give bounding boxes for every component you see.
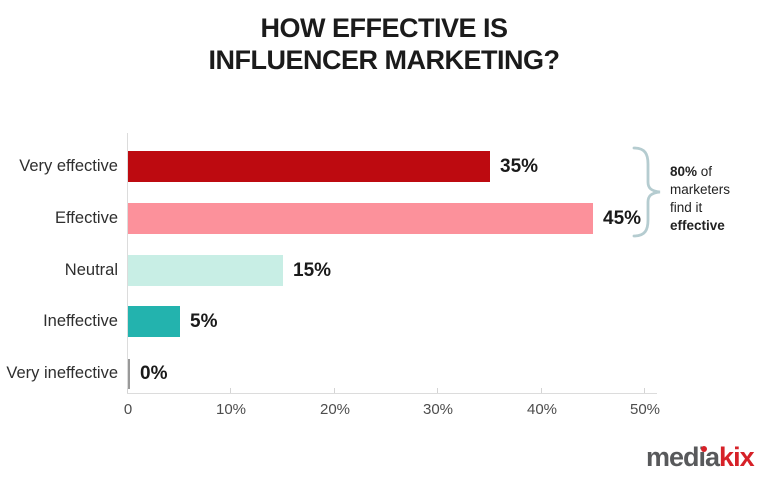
- bar-neutral: [128, 255, 283, 286]
- chart-row: Very effective 35%: [0, 151, 768, 182]
- value-label: 15%: [293, 259, 332, 281]
- x-tick-mark: [644, 388, 645, 393]
- annotation-line: 80% of: [670, 164, 713, 179]
- chart-row: Very ineffective 0%: [0, 358, 768, 389]
- x-tick-mark: [230, 388, 231, 393]
- logo-text-media: media: [646, 442, 720, 472]
- bar-very-ineffective: [128, 358, 130, 389]
- category-label: Neutral: [64, 261, 118, 279]
- value-label: 35%: [500, 155, 539, 177]
- category-label: Ineffective: [43, 312, 118, 330]
- bar-ineffective: [128, 306, 180, 337]
- x-tick-label: 20%: [319, 401, 351, 418]
- brace: [632, 146, 661, 238]
- x-tick-label: 40%: [526, 401, 558, 418]
- annotation-line: effective: [670, 218, 725, 233]
- value-label: 0%: [140, 362, 168, 384]
- chart-row: Neutral 15%: [0, 255, 768, 286]
- annotation-line: find it: [670, 200, 703, 215]
- chart-title-line2: INFLUENCER MARKETING?: [208, 45, 560, 75]
- x-axis-line: [127, 393, 657, 394]
- x-tick-mark: [541, 388, 542, 393]
- mediakix-logo: mediakix: [646, 442, 755, 473]
- x-tick-label: 50%: [629, 401, 661, 418]
- chart-row: Ineffective 5%: [0, 306, 768, 337]
- category-label: Effective: [55, 209, 118, 227]
- chart-title: HOW EFFECTIVE IS INFLUENCER MARKETING?: [0, 12, 768, 76]
- y-axis-line: [127, 133, 128, 393]
- bar-very-effective: [128, 151, 490, 182]
- x-tick-mark: [437, 388, 438, 393]
- annotation-line: marketers: [670, 182, 731, 197]
- category-label: Very ineffective: [6, 364, 118, 382]
- category-label: Very effective: [19, 157, 118, 175]
- x-tick-label: 30%: [422, 401, 454, 418]
- logo-text-kix: kix: [719, 442, 755, 472]
- chart-title-line1: HOW EFFECTIVE IS: [260, 13, 508, 43]
- x-tick-mark: [334, 388, 335, 393]
- value-label: 5%: [190, 310, 218, 332]
- logo-i-dot-icon: [701, 445, 707, 452]
- x-tick-label: 10%: [215, 401, 247, 418]
- annotation-80pct: 80% of marketers find it effective: [670, 163, 760, 235]
- x-tick-mark: [127, 388, 128, 393]
- x-tick-label: 0: [123, 401, 133, 418]
- bar-effective: [128, 203, 593, 234]
- value-label: 45%: [603, 207, 642, 229]
- chart-row: Effective 45%: [0, 203, 768, 234]
